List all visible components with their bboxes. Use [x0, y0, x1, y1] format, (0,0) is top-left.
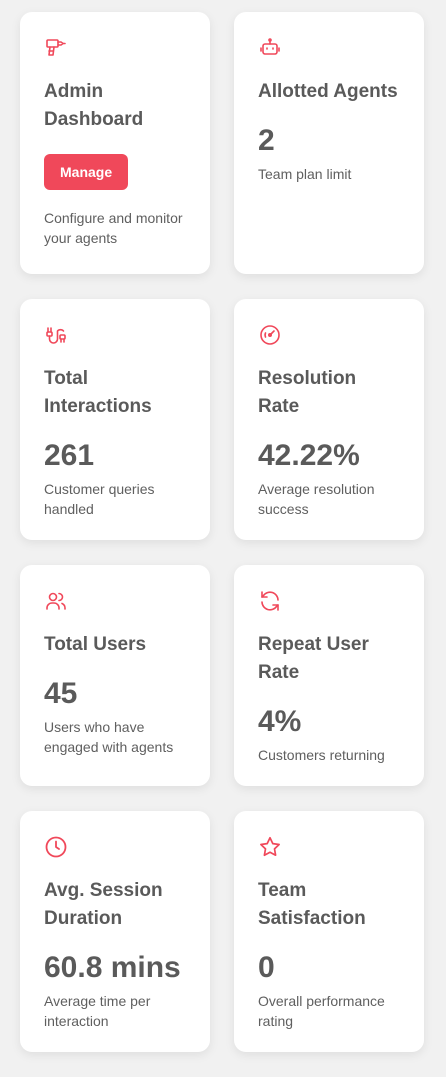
card-value: 45 [44, 677, 78, 710]
card-description: Configure and monitor your agents [44, 210, 183, 246]
card-title: Admin Dashboard [44, 81, 144, 130]
avg-session-duration-card: Avg. Session Duration 60.8 mins Average … [20, 811, 210, 1052]
card-description: Users who have engaged with agents [44, 719, 174, 755]
allotted-agents-card: Allotted Agents 2 Team plan limit [234, 12, 424, 274]
card-title: Allotted Agents [258, 81, 398, 102]
card-title: Total Users [44, 634, 147, 655]
users-icon [44, 589, 68, 613]
card-title: Avg. Session Duration [44, 880, 163, 929]
card-description: Customer queries handled [44, 481, 155, 517]
gauge-icon [258, 323, 282, 347]
admin-dashboard-card: Admin Dashboard Manage Configure and mon… [20, 12, 210, 274]
team-satisfaction-card: Team Satisfaction 0 Overall performance … [234, 811, 424, 1052]
card-value: 60.8 mins [44, 951, 181, 984]
card-description: Average time per interaction [44, 993, 151, 1029]
card-title: Repeat User Rate [258, 634, 369, 683]
card-value: 0 [258, 951, 275, 984]
resolution-rate-card: Resolution Rate 42.22% Average resolutio… [234, 299, 424, 540]
card-description: Average resolution success [258, 481, 375, 517]
stats-grid: Admin Dashboard Manage Configure and mon… [20, 12, 424, 1052]
card-value: 2 [258, 124, 275, 157]
repeat-user-rate-card: Repeat User Rate 4% Customers returning [234, 565, 424, 786]
card-title: Team Satisfaction [258, 880, 366, 929]
cable-icon [44, 323, 68, 347]
card-value: 4% [258, 705, 302, 738]
total-users-card: Total Users 45 Users who have engaged wi… [20, 565, 210, 786]
robot-icon [258, 36, 282, 60]
card-value: 42.22% [258, 439, 360, 472]
card-description: Team plan limit [258, 166, 352, 182]
card-title: Resolution Rate [258, 368, 357, 417]
star-icon [258, 835, 282, 859]
drill-icon [44, 36, 68, 60]
card-description: Overall performance rating [258, 993, 385, 1029]
total-interactions-card: Total Interactions 261 Customer queries … [20, 299, 210, 540]
manage-button[interactable]: Manage [44, 154, 129, 190]
card-value: 261 [44, 439, 95, 472]
card-description: Customers returning [258, 747, 385, 763]
card-title: Total Interactions [44, 368, 152, 417]
clock-icon [44, 835, 68, 859]
refresh-icon [258, 589, 282, 613]
